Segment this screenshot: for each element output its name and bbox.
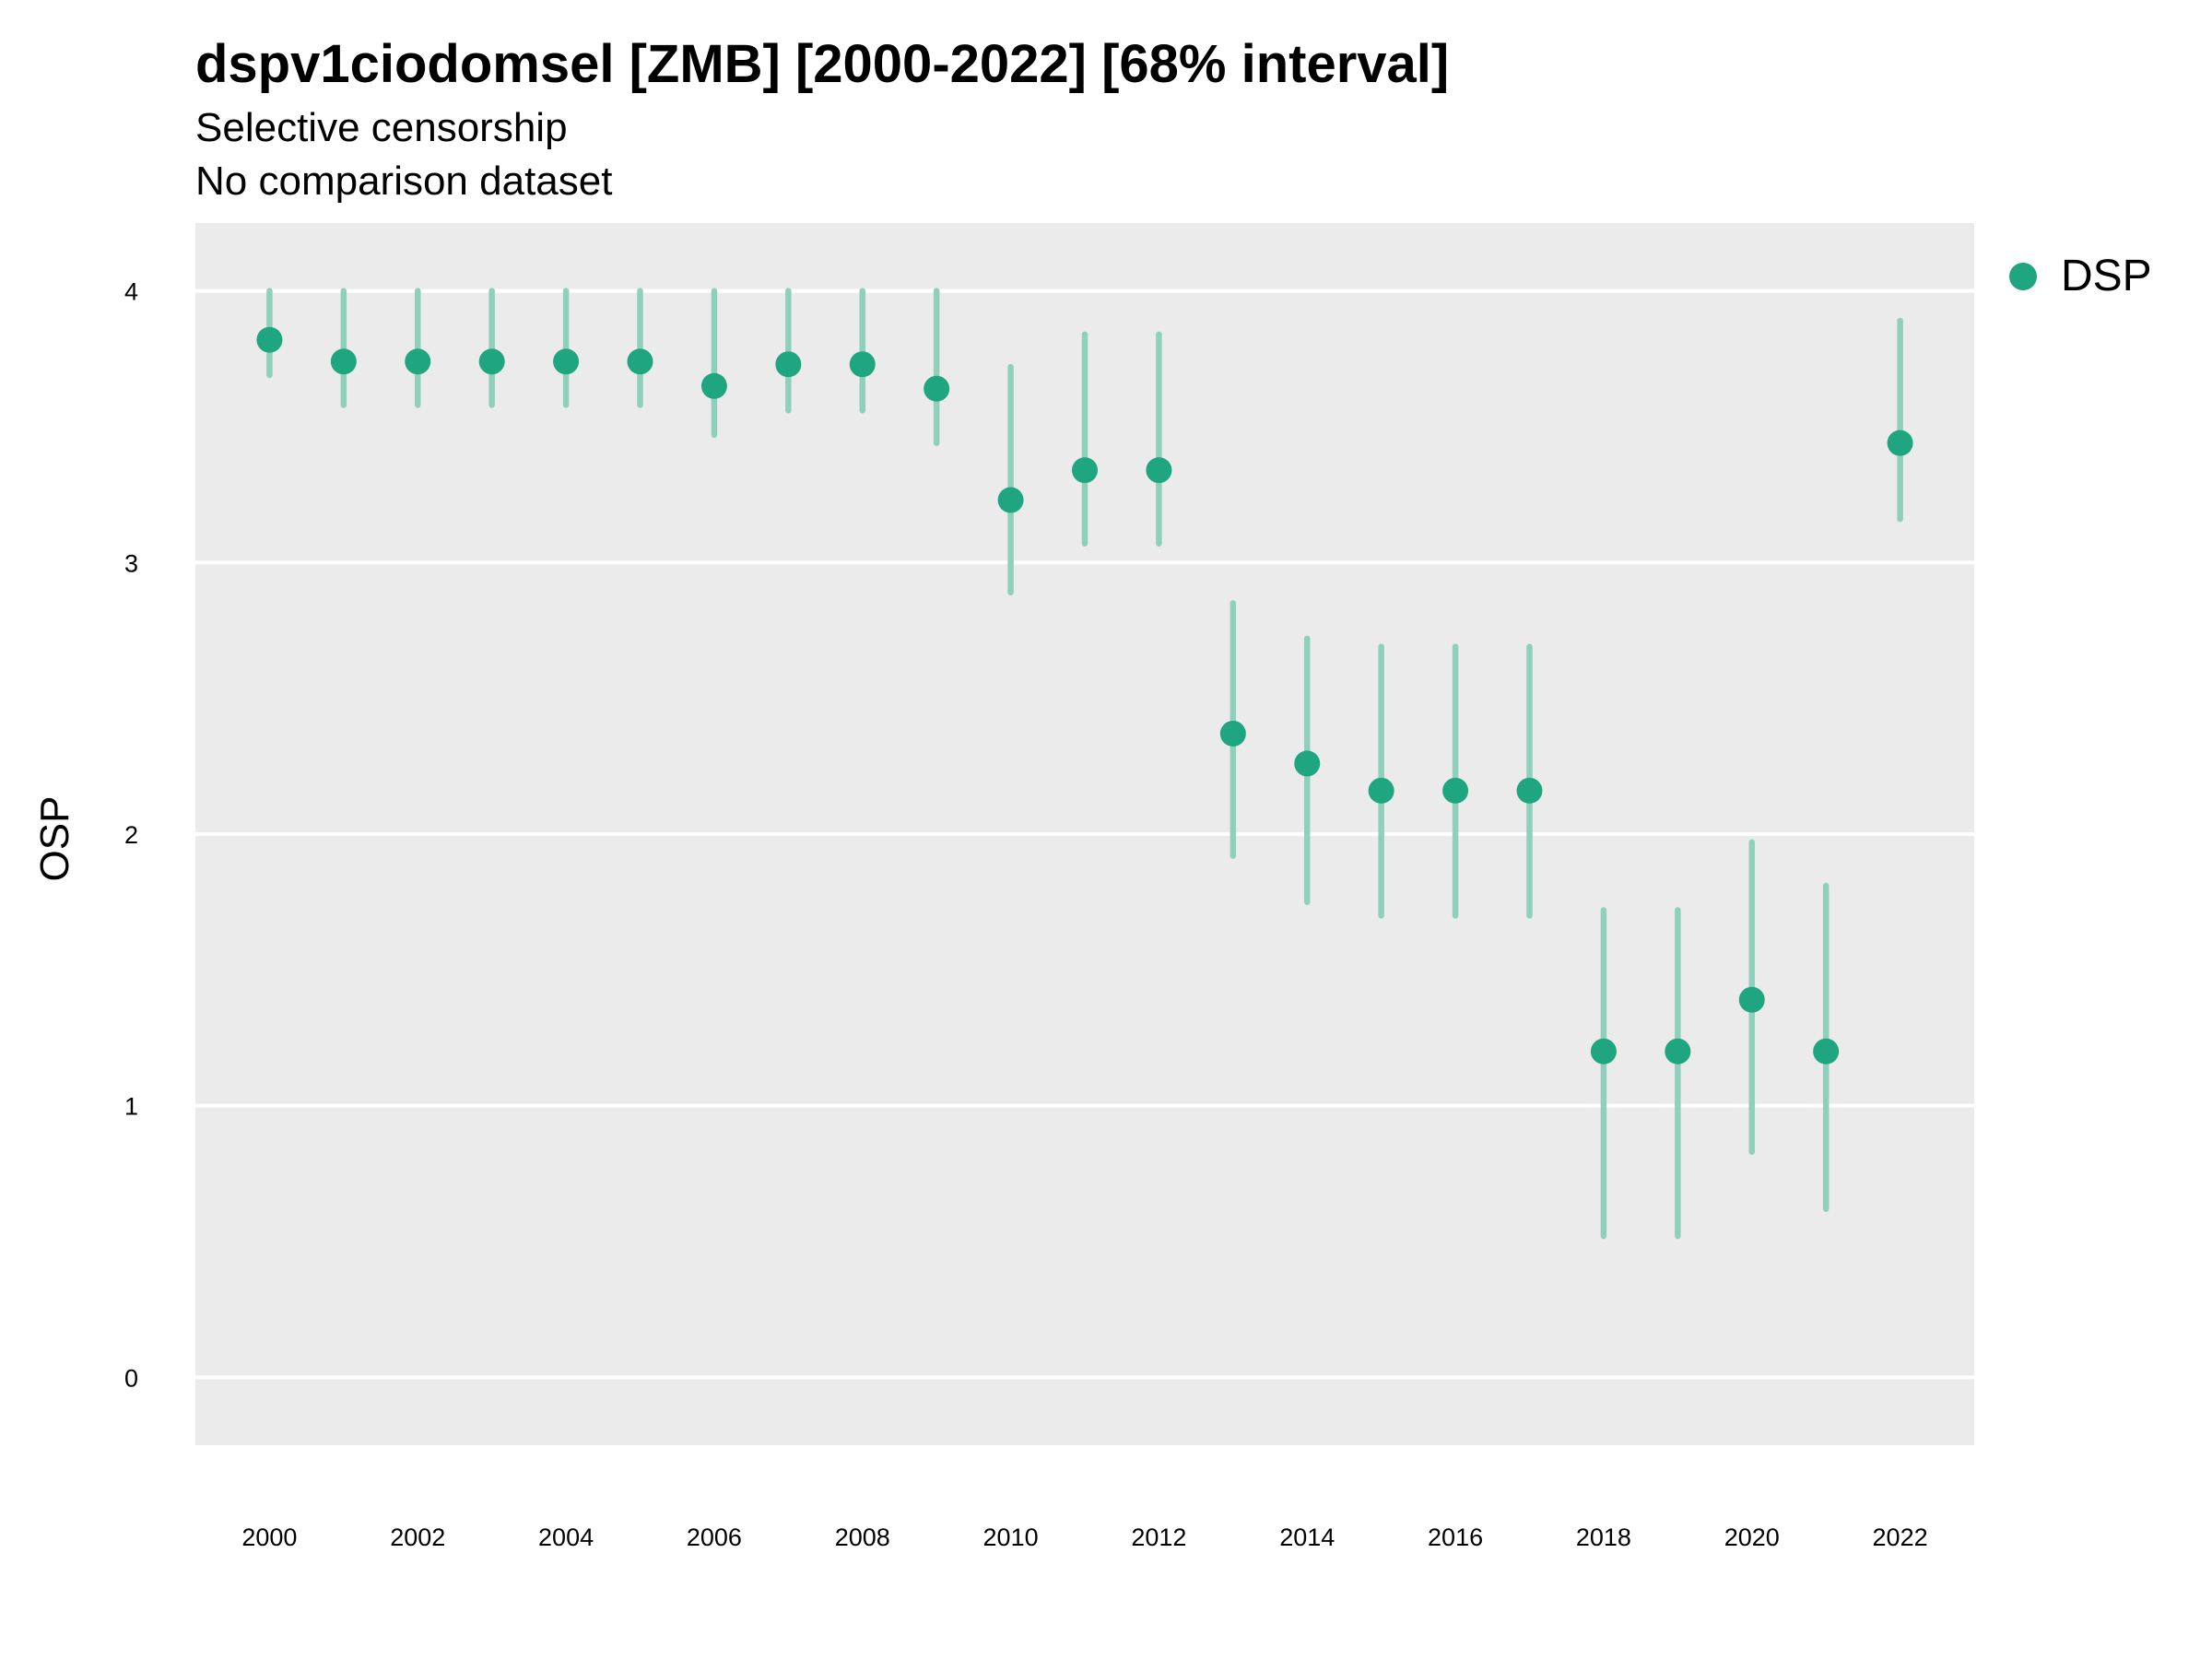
data-point [478,348,505,375]
y-tick-label: 2 [124,821,138,849]
x-tick-label: 2000 [241,1524,297,1551]
data-point [256,326,283,353]
data-point [924,375,950,402]
x-tick-label: 2018 [1576,1524,1631,1551]
data-point [330,348,357,375]
chart-subtitle: Selective censorship [195,105,568,150]
chart-title: dspv1ciodomsel [ZMB] [2000-2022] [68% in… [195,34,1450,94]
data-point [1219,720,1246,747]
data-point [1813,1038,1840,1065]
x-tick-label: 2002 [390,1524,445,1551]
x-tick-label: 2004 [538,1524,594,1551]
legend-label-dsp: DSP [2061,252,2152,300]
legend: DSP [2009,251,2152,301]
y-tick-label: 3 [124,549,138,577]
data-point [1368,777,1394,804]
data-point [1072,457,1098,484]
data-point [775,351,802,378]
legend-key-dsp [2009,262,2037,290]
data-point [997,487,1024,513]
x-tick-label: 2012 [1131,1524,1186,1551]
data-point [553,348,580,375]
data-point [1294,750,1321,777]
data-point [1887,429,1913,456]
x-tick-label: 2006 [687,1524,742,1551]
data-point [627,348,653,375]
y-tick-label: 1 [124,1093,138,1121]
y-tick-label: 0 [124,1364,138,1392]
x-tick-label: 2020 [1724,1524,1780,1551]
data-point [1516,777,1543,804]
x-tick-label: 2008 [835,1524,890,1551]
y-tick-label: 4 [124,278,138,306]
x-tick-label: 2014 [1279,1524,1335,1551]
data-point [1738,986,1765,1013]
y-axis-label: OSP [32,795,77,882]
data-point [700,372,727,399]
data-point [405,348,431,375]
data-point [1442,777,1469,804]
x-tick-label: 2010 [983,1524,1039,1551]
chart-subtitle: No comparison dataset [195,159,613,204]
data-point [849,351,876,378]
data-point [1665,1038,1691,1065]
x-tick-label: 2022 [1873,1524,1928,1551]
data-point [1146,457,1172,484]
x-tick-label: 2016 [1428,1524,1483,1551]
data-point [1590,1038,1617,1065]
